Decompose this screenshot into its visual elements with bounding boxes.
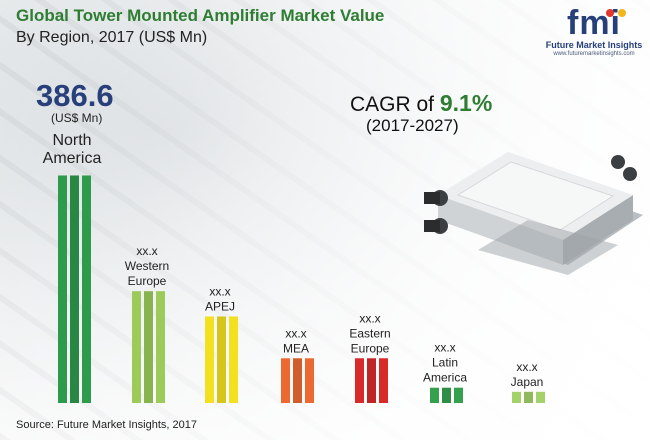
bar-strip	[305, 358, 314, 403]
bar-group-western-europe	[132, 291, 165, 403]
bar-group-eastern-europe	[355, 358, 388, 403]
bar-value-label: xx.x	[136, 244, 157, 258]
bar-strip	[156, 291, 165, 403]
fmi-logo: fmi Future Market Insights www.futuremar…	[544, 6, 644, 58]
bar-strip	[430, 387, 439, 403]
cagr-label: CAGR of 9.1%	[350, 90, 492, 117]
chart-subtitle: By Region, 2017 (US$ Mn)	[16, 29, 208, 46]
north-america-value: 386.6	[36, 78, 114, 113]
bar-value-label: xx.x	[359, 311, 380, 325]
bar-strip	[524, 391, 533, 403]
bar-group-apej	[205, 316, 238, 403]
bar-category-label: APEJ	[205, 299, 235, 313]
bar-strip	[217, 316, 226, 403]
bar-strip	[442, 387, 451, 403]
bar-strip	[132, 291, 141, 403]
bar-value-label: xx.x	[209, 284, 230, 298]
bar-group-japan	[512, 391, 545, 403]
bar-group-mea	[281, 358, 314, 403]
bar-group-latin-america	[430, 387, 463, 403]
bar-strip	[454, 387, 463, 403]
bar-category-label: America	[423, 371, 467, 385]
bar-strip	[367, 358, 376, 403]
bar-strip	[355, 358, 364, 403]
source-note: Source: Future Market Insights, 2017	[16, 419, 197, 431]
bar-strip	[58, 175, 67, 403]
tower-amplifier-image	[424, 152, 643, 275]
cagr-value: 9.1%	[439, 90, 493, 116]
bar-category-label: Japan	[511, 375, 544, 389]
bar-value-label: xx.x	[285, 326, 306, 340]
bar-category-label: North	[52, 132, 91, 149]
bar-strip	[281, 358, 290, 403]
bar-category-label: Europe	[351, 341, 390, 355]
north-america-unit: (US$ Mn)	[51, 111, 103, 125]
bar-group-north-america	[58, 175, 91, 403]
bar-category-label: Eastern	[349, 326, 390, 340]
bar-strip	[536, 391, 545, 403]
bar-category-label: Europe	[128, 274, 167, 288]
bar-strip	[144, 291, 153, 403]
bar-strip	[293, 358, 302, 403]
bar-category-label: MEA	[283, 341, 309, 355]
cagr-period: (2017-2027)	[366, 116, 459, 135]
bar-value-label: xx.x	[434, 341, 455, 355]
bar-category-label: Latin	[432, 356, 458, 370]
bar-strip	[229, 316, 238, 403]
bar-category-label: America	[43, 150, 102, 167]
bar-strip	[379, 358, 388, 403]
bar-strip	[205, 316, 214, 403]
bar-strip	[512, 391, 521, 403]
bar-value-label: xx.x	[516, 360, 537, 374]
chart-title: Global Tower Mounted Amplifier Market Va…	[16, 6, 385, 25]
bar-strip	[70, 175, 79, 403]
bar-category-label: Western	[125, 259, 169, 273]
logo-dot-red	[606, 9, 614, 17]
logo-tagline: Future Market Insights	[545, 40, 643, 50]
logo-website: www.futuremarketinsights.com	[553, 51, 635, 57]
logo-dot-yellow	[618, 9, 626, 17]
cagr-prefix: CAGR of	[350, 93, 440, 116]
bar-strip	[82, 175, 91, 403]
